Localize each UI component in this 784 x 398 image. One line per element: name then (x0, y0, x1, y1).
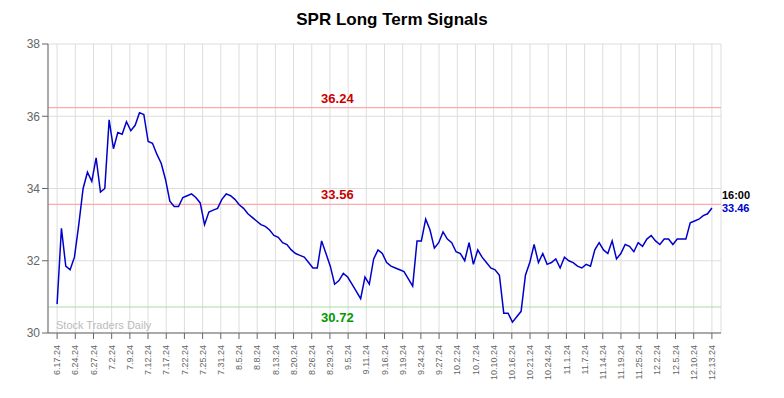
svg-text:10.10.24: 10.10.24 (489, 345, 499, 380)
svg-text:7.9.24: 7.9.24 (125, 345, 135, 370)
svg-text:30.72: 30.72 (321, 310, 354, 325)
svg-text:8.26.24: 8.26.24 (307, 345, 317, 375)
svg-text:10.7.24: 10.7.24 (471, 345, 481, 375)
svg-text:11.14.24: 11.14.24 (598, 345, 608, 379)
svg-text:9.19.24: 9.19.24 (398, 345, 408, 375)
svg-text:12.10.24: 12.10.24 (689, 345, 699, 380)
svg-text:9.24.24: 9.24.24 (416, 345, 426, 375)
svg-text:38: 38 (27, 37, 41, 51)
svg-text:7.31.24: 7.31.24 (216, 345, 226, 375)
html-text:SPR Long Term Signals: SPR Long Term Signals (296, 10, 488, 29)
svg-text:33.56: 33.56 (321, 187, 354, 202)
svg-text:10.16.24: 10.16.24 (507, 345, 517, 380)
svg-text:33.46: 33.46 (722, 202, 750, 214)
svg-text:12.13.24: 12.13.24 (707, 345, 717, 380)
svg-text:9.16.24: 9.16.24 (380, 345, 390, 375)
svg-text:6.24.24: 6.24.24 (70, 345, 80, 375)
svg-text:11.1.24: 11.1.24 (562, 345, 572, 374)
svg-text:11.7.24: 11.7.24 (580, 345, 590, 374)
svg-text:12.5.24: 12.5.24 (671, 345, 681, 375)
svg-text:9.5.24: 9.5.24 (343, 345, 353, 370)
svg-text:9.11.24: 9.11.24 (361, 345, 371, 374)
svg-text:36: 36 (27, 110, 41, 124)
svg-text:11.19.24: 11.19.24 (616, 345, 626, 379)
svg-text:7.12.24: 7.12.24 (143, 345, 153, 375)
svg-text:36.24: 36.24 (321, 91, 354, 106)
svg-text:34: 34 (27, 182, 41, 196)
svg-text:8.5.24: 8.5.24 (234, 345, 244, 370)
svg-text:7.2.24: 7.2.24 (107, 345, 117, 370)
svg-text:10.2.24: 10.2.24 (452, 345, 462, 375)
svg-text:7.17.24: 7.17.24 (161, 345, 171, 375)
svg-text:30: 30 (27, 326, 41, 340)
svg-text:8.29.24: 8.29.24 (325, 345, 335, 375)
svg-text:8.13.24: 8.13.24 (271, 345, 281, 375)
svg-text:6.17.24: 6.17.24 (52, 345, 62, 375)
svg-text:10.21.24: 10.21.24 (525, 345, 535, 380)
svg-text:7.25.24: 7.25.24 (198, 345, 208, 375)
svg-text:11.25.24: 11.25.24 (634, 345, 644, 379)
svg-text:Stock Traders Daily: Stock Traders Daily (56, 319, 152, 331)
svg-text:7.22.24: 7.22.24 (180, 345, 190, 375)
svg-text:16:00: 16:00 (722, 189, 750, 201)
svg-text:6.27.24: 6.27.24 (89, 345, 99, 375)
svg-text:9.27.24: 9.27.24 (434, 345, 444, 375)
svg-text:32: 32 (27, 254, 41, 268)
svg-text:8.20.24: 8.20.24 (289, 345, 299, 375)
svg-text:10.24.24: 10.24.24 (543, 345, 553, 380)
svg-text:8.8.24: 8.8.24 (252, 345, 262, 370)
svg-text:12.2.24: 12.2.24 (652, 345, 662, 375)
